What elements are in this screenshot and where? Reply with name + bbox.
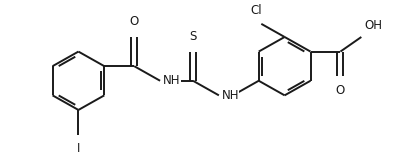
Text: NH: NH xyxy=(163,74,181,87)
Text: O: O xyxy=(130,15,139,28)
Text: O: O xyxy=(336,84,345,97)
Text: NH: NH xyxy=(222,89,240,102)
Text: OH: OH xyxy=(364,19,382,32)
Text: I: I xyxy=(77,142,80,155)
Text: Cl: Cl xyxy=(250,4,262,17)
Text: S: S xyxy=(189,30,197,43)
